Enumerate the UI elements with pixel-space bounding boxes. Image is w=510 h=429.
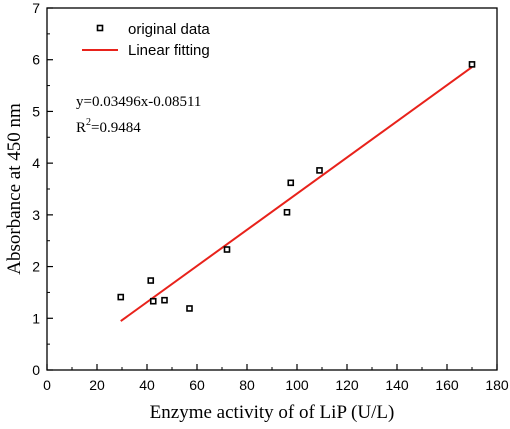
- fit-line: [120, 66, 473, 322]
- r-squared-superscript: 2: [86, 117, 91, 128]
- data-point-7: [287, 179, 295, 187]
- axis-ticks: 0 20 40 60 80 100 120 140 160 180 0 1 2 3 4 5 6 7: [32, 0, 509, 393]
- y-tick-label-7: 7: [32, 0, 40, 16]
- r-squared-value: =0.9484: [91, 120, 141, 136]
- data-point-2: [149, 297, 157, 305]
- x-tick-label-9: 180: [485, 377, 509, 393]
- y-tick-label-1: 1: [32, 310, 40, 326]
- data-point-1: [147, 277, 155, 284]
- y-tick-label-4: 4: [32, 155, 40, 171]
- data-point-6: [283, 208, 291, 216]
- x-tick-label-4: 80: [239, 377, 255, 393]
- legend-label-linear-fitting: Linear fitting: [128, 42, 210, 59]
- r-squared: R2=0.9484: [76, 117, 141, 136]
- x-tick-label-5: 100: [285, 377, 309, 393]
- r-squared-prefix: R: [76, 120, 86, 136]
- x-tick-label-2: 40: [139, 377, 155, 393]
- x-tick-label-8: 160: [435, 377, 459, 393]
- legend-label-original-data: original data: [128, 21, 210, 38]
- x-tick-label-7: 140: [385, 377, 409, 393]
- y-tick-label-2: 2: [32, 259, 40, 275]
- data-point-3: [161, 296, 168, 304]
- legend-marker-original-data: [96, 24, 104, 32]
- x-axis-title: Enzyme activity of of LiP (U/L): [150, 402, 395, 423]
- plot-frame: [46, 7, 498, 371]
- data-point-5: [223, 246, 231, 253]
- y-tick-label-0: 0: [32, 362, 40, 378]
- x-tick-label-3: 60: [189, 377, 205, 393]
- fit-equation: y=0.03496x-0.08511: [76, 94, 201, 110]
- data-point-0: [117, 293, 125, 301]
- x-tick-label-1: 20: [89, 377, 105, 393]
- y-tick-label-5: 5: [32, 103, 40, 119]
- data-point-4: [186, 305, 193, 312]
- y-tick-label-6: 6: [32, 52, 40, 68]
- y-axis-title: Absorbance at 450 nm: [4, 103, 25, 275]
- chart-marks: [117, 61, 476, 322]
- x-tick-label-0: 0: [43, 377, 51, 393]
- x-tick-label-6: 120: [335, 377, 359, 393]
- data-point-9: [468, 61, 476, 68]
- y-tick-label-3: 3: [32, 207, 40, 223]
- data-point-8: [316, 167, 323, 174]
- legend: original data Linear fitting: [82, 21, 210, 59]
